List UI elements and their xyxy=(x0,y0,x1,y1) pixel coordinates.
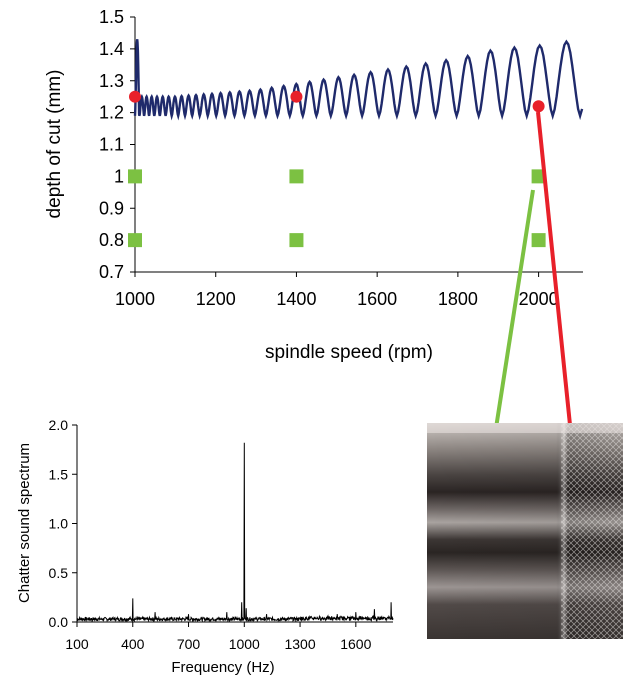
top-y-tick-label: 0.8 xyxy=(99,230,124,250)
bottom-x-tick-label: 100 xyxy=(65,636,89,652)
top-y-tick-label: 1.2 xyxy=(99,103,124,123)
bottom-x-tick-label: 400 xyxy=(121,636,145,652)
top-x-tick-label: 1000 xyxy=(115,289,155,309)
top-y-axis-label: depth of cut (mm) xyxy=(44,70,65,219)
green-test-point xyxy=(531,233,546,248)
top-y-tick-label: 0.9 xyxy=(99,198,124,218)
top-x-tick-label: 2000 xyxy=(519,289,559,309)
top-x-tick-label: 1800 xyxy=(438,289,478,309)
bottom-y-tick-label: 1.5 xyxy=(49,466,69,482)
bottom-x-tick-label: 700 xyxy=(177,636,201,652)
green-test-point xyxy=(289,233,304,248)
machined-surface-photo xyxy=(427,423,623,639)
green-test-point xyxy=(531,169,546,184)
top-y-tick-label: 1.3 xyxy=(99,71,124,91)
bottom-y-tick-label: 1.0 xyxy=(49,516,69,532)
green-test-point xyxy=(128,233,142,248)
stability-lobe-chart: 0.7 0.8 0.9 1 1.1 1.2 1.3 1.4 1.5 1000 1200 1400 16… xyxy=(44,7,584,363)
red-test-point xyxy=(290,90,303,103)
top-x-tick-label: 1600 xyxy=(357,289,397,309)
red-test-point xyxy=(129,90,141,103)
red-arrow xyxy=(536,111,592,484)
red-test-point xyxy=(532,100,545,113)
bottom-x-axis-label: Frequency (Hz) xyxy=(171,659,274,676)
top-x-tick-label: 1200 xyxy=(196,289,236,309)
top-y-tick-label: 1 xyxy=(114,166,124,186)
green-test-point xyxy=(128,169,142,184)
top-y-tick-label: 1.1 xyxy=(99,135,124,155)
top-y-tick-label: 0.7 xyxy=(99,262,124,282)
bottom-x-tick-label: 1000 xyxy=(229,636,260,652)
bottom-y-tick-label: 0.5 xyxy=(49,565,69,581)
bottom-y-axis-label: Chatter sound spectrum xyxy=(16,443,33,603)
bottom-x-tick-label: 1600 xyxy=(340,636,371,652)
bottom-y-tick-label: 0.0 xyxy=(49,614,69,630)
bottom-y-tick-label: 2.0 xyxy=(49,417,69,433)
top-x-axis-label: spindle speed (rpm) xyxy=(265,342,433,363)
stability-lobe-curve xyxy=(133,39,584,121)
green-test-point xyxy=(289,169,304,184)
top-x-tick-label: 1400 xyxy=(276,289,316,309)
top-y-tick-label: 1.4 xyxy=(99,39,124,59)
spectrum-curve xyxy=(76,442,394,623)
top-y-tick-label: 1.5 xyxy=(99,7,124,27)
chatter-spectrum-chart: 0.0 0.5 1.0 1.5 2.0 100 400 700 1000 1300 1600 Fr… xyxy=(16,417,394,676)
bottom-x-tick-label: 1300 xyxy=(284,636,315,652)
